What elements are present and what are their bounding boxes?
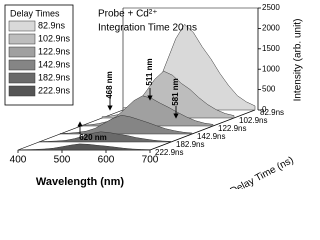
annotation: 511 nm bbox=[145, 58, 154, 85]
y-axis-label: Intensity (arb. unit) bbox=[293, 19, 303, 102]
legend-label: 82.9ns bbox=[38, 20, 66, 30]
legend-swatch bbox=[8, 33, 36, 45]
legend-label: 102.9ns bbox=[38, 33, 71, 43]
legend-title: Delay Times bbox=[10, 8, 60, 18]
y-tick-label: 1500 bbox=[262, 44, 280, 53]
spectrum bbox=[38, 131, 172, 143]
x-tick-label: 400 bbox=[10, 155, 27, 166]
annotation: 581 nm bbox=[171, 78, 180, 106]
legend-label: 222.9ns bbox=[38, 85, 71, 95]
z-tick-label: 122.9ns bbox=[218, 124, 246, 133]
legend-label: 142.9ns bbox=[38, 59, 71, 69]
spectrum bbox=[59, 114, 193, 135]
legend-label: 182.9ns bbox=[38, 72, 71, 82]
chart-subtitle: Integration Time 20 ns bbox=[98, 23, 197, 34]
z-tick-label: 182.9ns bbox=[176, 140, 204, 149]
y-tick-label: 2500 bbox=[262, 3, 280, 12]
z-tick-label: 222.9ns bbox=[155, 148, 183, 157]
legend: Delay Times 82.9ns 102.9ns 122.9ns 142.9ns 1… bbox=[4, 4, 74, 106]
annotation: 620 nm bbox=[79, 133, 107, 142]
y-tick-label: 2000 bbox=[262, 24, 280, 33]
legend-label: 122.9ns bbox=[38, 46, 71, 56]
legend-swatch bbox=[8, 20, 36, 32]
x-tick-label: 600 bbox=[98, 155, 115, 166]
x-tick-label: 700 bbox=[142, 155, 159, 166]
legend-swatch bbox=[8, 46, 36, 58]
z-tick-label: 82.9ns bbox=[260, 108, 284, 117]
axis-line bbox=[149, 109, 256, 151]
legend-swatch bbox=[8, 85, 36, 97]
z-tick-label: 102.9ns bbox=[239, 116, 267, 125]
x-axis-label: Wavelength (nm) bbox=[36, 176, 125, 188]
z-axis-label: Delay Time (ns) bbox=[229, 155, 296, 189]
y-tick-label: 500 bbox=[262, 85, 276, 94]
x-tick-label: 500 bbox=[54, 155, 71, 166]
y-tick-label: 1000 bbox=[262, 64, 280, 73]
y-tick-label: 0 bbox=[262, 105, 267, 114]
spectrum bbox=[17, 143, 151, 151]
annotation: 468 nm bbox=[105, 71, 114, 99]
z-tick-label: 142.9ns bbox=[197, 132, 225, 141]
legend-swatch bbox=[8, 72, 36, 84]
chart-title: Probe + Cd²⁺ bbox=[98, 9, 157, 20]
legend-swatch bbox=[8, 59, 36, 71]
